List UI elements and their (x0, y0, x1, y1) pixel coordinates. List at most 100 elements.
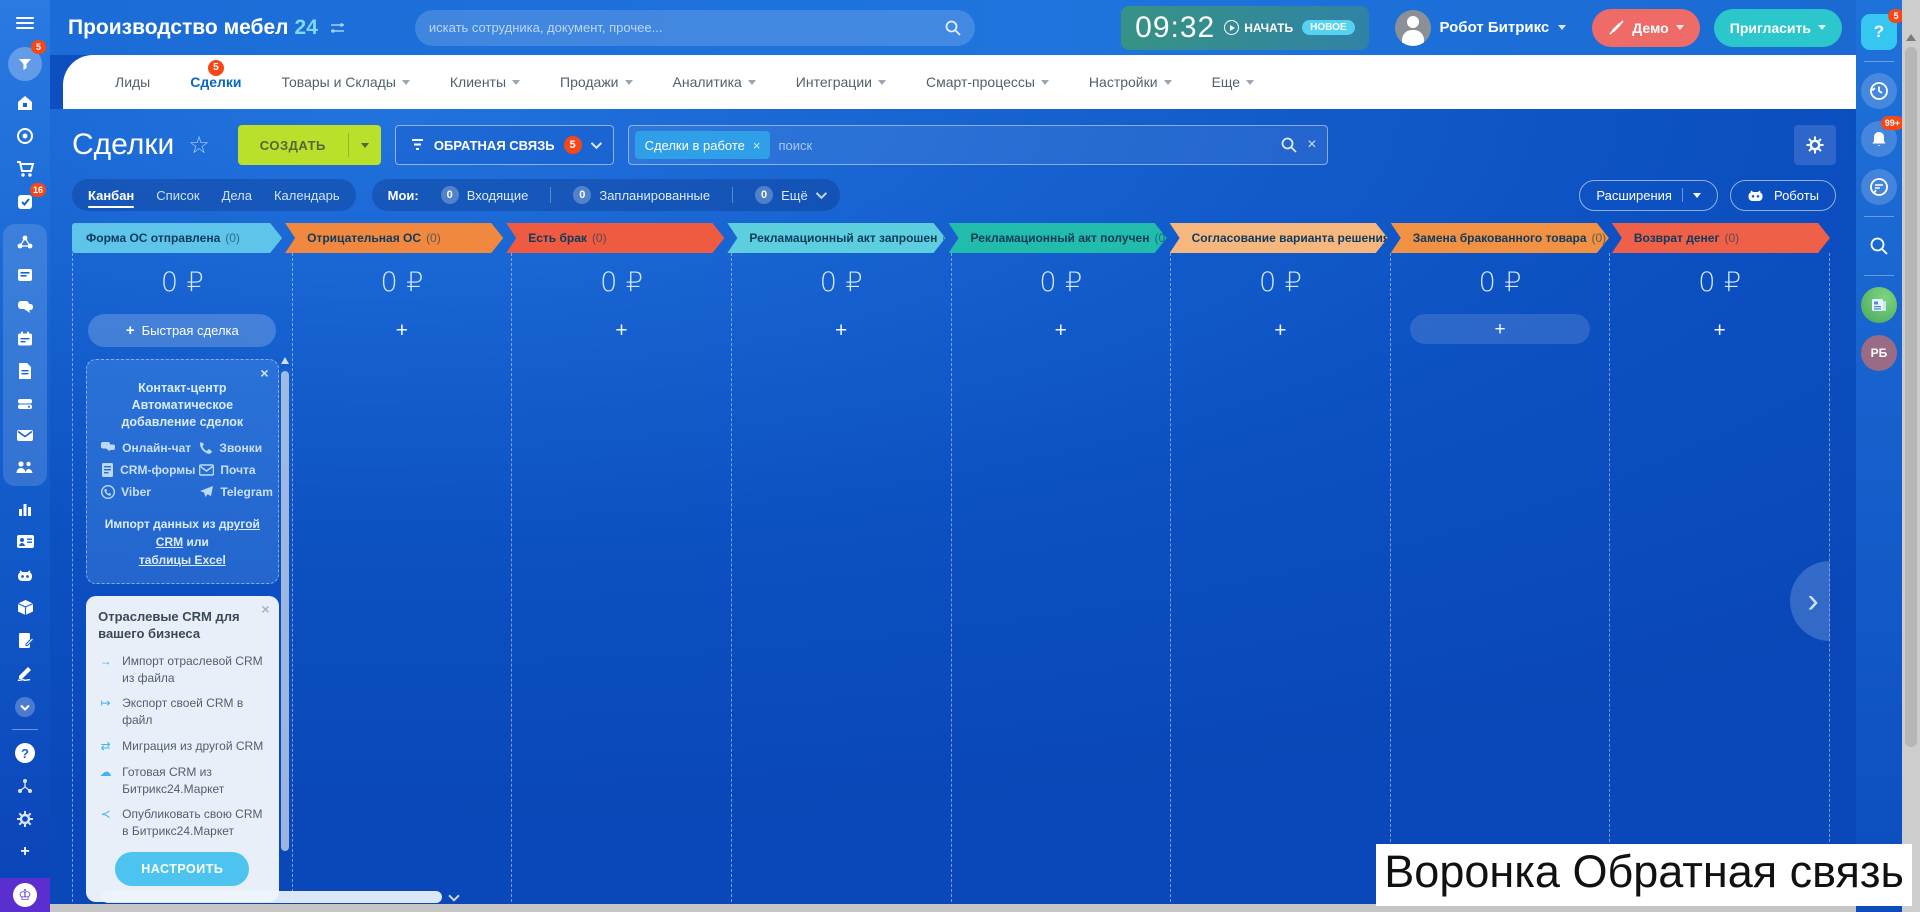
menu-item-settings[interactable]: Настройки (1071, 66, 1190, 98)
stage-header[interactable]: Возврат денег (0) (1612, 223, 1830, 253)
stage-header[interactable]: Отрицательная ОС (0) (285, 223, 503, 253)
add-deal-button[interactable]: + (395, 319, 409, 342)
add-deal-button[interactable]: + (835, 319, 848, 342)
stage-header[interactable]: Согласование варианта решения(0) (1170, 223, 1388, 253)
add-deal-button[interactable]: + (1410, 314, 1590, 344)
tab-list[interactable]: Список (156, 187, 200, 203)
promo2-item-export[interactable]: ↦ Экспорт своей CRM в файл (98, 695, 266, 729)
os-vertical-scrollbar[interactable] (1902, 0, 1920, 912)
stage-header[interactable]: Есть брак (0) (506, 223, 724, 253)
sidebar-item-mail[interactable] (3, 419, 47, 451)
extensions-button[interactable]: Расширения (1579, 179, 1718, 211)
add-deal-button[interactable]: + (1054, 319, 1067, 342)
menu-item-deals[interactable]: 5 Сделки (172, 60, 259, 98)
sidebar-item-shop[interactable] (0, 152, 50, 185)
channel-mail[interactable]: Почта (199, 463, 272, 477)
stage-header[interactable]: Форма ОС отправлена (0) (72, 223, 282, 253)
filter-tag[interactable]: Сделки в работе × (634, 131, 771, 159)
sidebar-item-automation[interactable] (0, 558, 50, 591)
menu-item-integrations[interactable]: Интеграции (778, 66, 904, 98)
menu-item-products[interactable]: Товары и Склады (264, 66, 428, 98)
counter-incoming[interactable]: 0 Входящие (440, 186, 528, 204)
sidebar-item-analytics[interactable] (0, 492, 50, 525)
close-icon[interactable]: × (260, 365, 269, 381)
sidebar-item-collab[interactable] (3, 227, 47, 259)
promo2-item-publish[interactable]: ≺ Опубликовать свою CRM в Битрикс24.Марке… (98, 806, 266, 840)
add-deal-button[interactable]: + (1713, 319, 1726, 342)
start-workday-button[interactable]: НАЧАТЬ (1224, 20, 1293, 35)
menu-item-sales[interactable]: Продажи (542, 66, 650, 98)
messenger-button[interactable] (1861, 169, 1897, 205)
promo2-item-migration[interactable]: ⇄ Миграция из другой CRM (98, 738, 266, 755)
hamburger-menu-icon[interactable] (16, 14, 34, 32)
plan-badge[interactable]: ♔ (0, 878, 50, 912)
user-menu[interactable]: Робот Битрикс (1394, 9, 1567, 46)
menu-item-clients[interactable]: Клиенты (432, 66, 538, 98)
sidebar-item-contact-center[interactable] (0, 525, 50, 558)
counter-more[interactable]: 0 Ещё (755, 186, 827, 204)
sidebar-item-calendar[interactable] (3, 323, 47, 355)
notifications-button[interactable]: 99+ (1861, 116, 1904, 157)
help-button[interactable]: ? 5 (1861, 9, 1904, 50)
promo2-item-market[interactable]: ☁ Готовая CRM из Битрикс24.Маркет (98, 764, 266, 798)
sidebar-item-sign[interactable] (0, 624, 50, 657)
add-deal-button[interactable]: + (615, 319, 628, 342)
menu-item-analytics[interactable]: Аналитика (655, 66, 774, 98)
sidebar-item-employees[interactable] (3, 451, 47, 483)
sidebar-item-structure[interactable] (0, 769, 50, 802)
tab-kanban[interactable]: Канбан (88, 182, 135, 209)
sidebar-item-catalog[interactable] (0, 591, 50, 624)
column-scrollbar[interactable] (280, 357, 289, 851)
channel-viber[interactable]: Viber (101, 485, 195, 499)
sidebar-item-tasks[interactable]: 16 (0, 183, 50, 218)
menu-item-smart-processes[interactable]: Смарт-процессы (908, 66, 1067, 98)
clear-search-icon[interactable]: × (1307, 136, 1317, 153)
channel-calls[interactable]: Звонки (199, 441, 272, 455)
sidebar-item-target[interactable] (0, 119, 50, 152)
robots-button[interactable]: Роботы (1729, 179, 1836, 211)
favorite-star-icon[interactable]: ☆ (188, 131, 210, 159)
filter-search-box[interactable]: Сделки в работе × поиск × (627, 125, 1328, 165)
sidebar-item-settings[interactable] (0, 802, 50, 835)
sidebar-item-market[interactable] (0, 86, 50, 119)
search-button[interactable] (1861, 228, 1897, 264)
work-timer[interactable]: 09:32 НАЧАТЬ НОВОЕ (1121, 5, 1369, 50)
stage-header[interactable]: Рекламационный акт получен (0) (949, 223, 1167, 253)
user-avatar-initials[interactable]: РБ (1861, 335, 1897, 371)
close-icon[interactable]: × (752, 137, 761, 153)
history-button[interactable] (1861, 73, 1897, 109)
search-icon[interactable] (945, 20, 961, 36)
setup-button[interactable]: НАСТРОИТЬ (115, 851, 250, 886)
news-widget-button[interactable] (1861, 287, 1897, 323)
funnel-filter-button[interactable]: ОБРАТНАЯ СВЯЗЬ 5 (394, 125, 614, 165)
sidebar-item-add[interactable]: + (0, 835, 50, 868)
search-icon[interactable] (1281, 137, 1297, 153)
channel-crm-forms[interactable]: CRM-формы (101, 462, 195, 477)
sidebar-item-help[interactable]: ? (0, 736, 50, 769)
import-other-crm-link[interactable]: другой CRM (155, 516, 260, 549)
sidebar-item-feed[interactable] (3, 259, 47, 291)
sidebar-item-esignature[interactable] (0, 657, 50, 690)
board-settings-button[interactable] (1794, 125, 1836, 165)
sidebar-item-messenger[interactable] (3, 291, 47, 323)
import-excel-link[interactable]: таблицы Excel (138, 552, 226, 567)
tab-calendar[interactable]: Календарь (273, 187, 340, 203)
global-search[interactable] (414, 9, 975, 46)
channel-telegram[interactable]: Telegram (199, 485, 273, 499)
counter-planned[interactable]: 0 Запланированные (573, 186, 710, 204)
menu-item-leads[interactable]: Лиды (97, 66, 168, 98)
stage-header[interactable]: Рекламационный акт запрошен (0) (727, 223, 945, 253)
create-dropdown[interactable] (349, 125, 381, 165)
sidebar-item-documents[interactable] (3, 355, 47, 387)
brand[interactable]: Производство мебел 24 (68, 16, 345, 40)
invite-button[interactable]: Пригласить (1713, 8, 1842, 47)
horizontal-scrollbar-track[interactable] (50, 904, 1856, 912)
quick-deal-button[interactable]: + Быстрая сделка (88, 314, 277, 347)
stage-header[interactable]: Замена бракованного товара (0) (1391, 223, 1609, 253)
sidebar-item-crm[interactable]: 5 (0, 40, 50, 86)
global-search-input[interactable] (428, 20, 935, 35)
channel-online-chat[interactable]: Онлайн-чат (101, 441, 195, 455)
sidebar-item-collapse[interactable] (0, 690, 50, 723)
demo-button[interactable]: Демо (1592, 8, 1700, 47)
scrollbar-thumb[interactable] (1905, 47, 1917, 747)
